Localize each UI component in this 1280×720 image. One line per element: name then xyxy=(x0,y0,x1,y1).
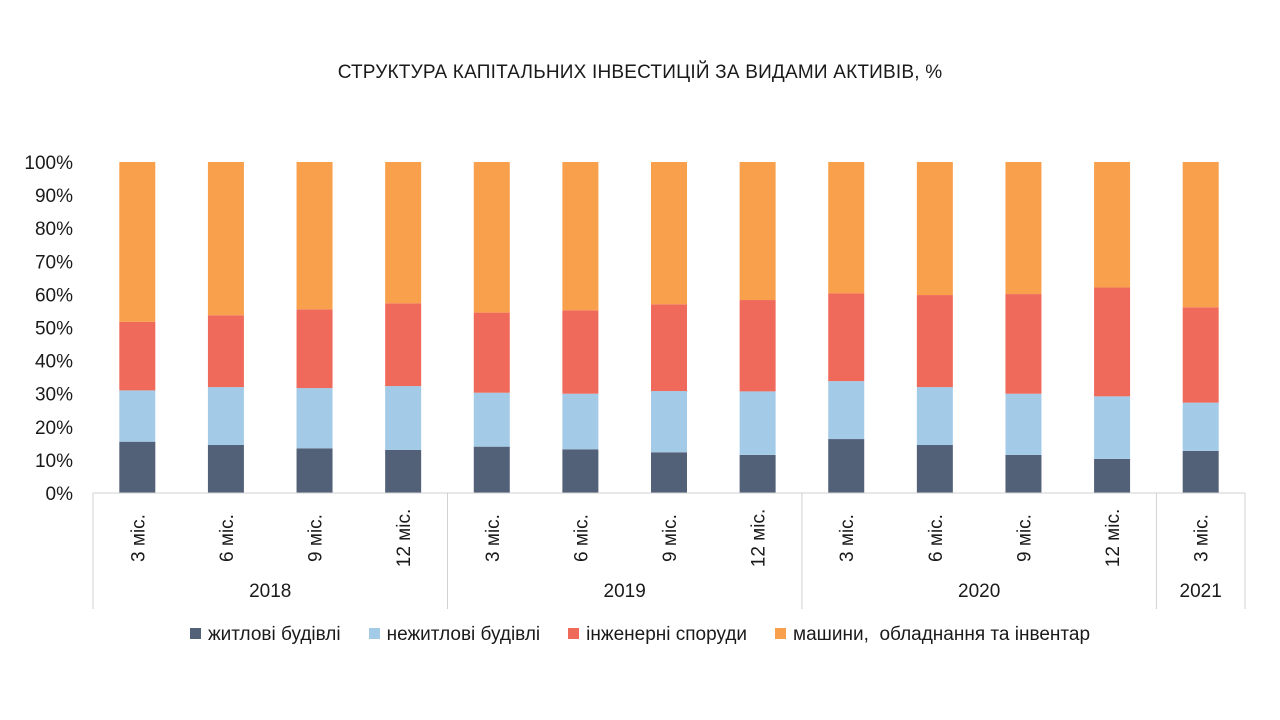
legend-label: нежитлові будівлі xyxy=(386,624,541,645)
x-category-label: 3 міс. xyxy=(837,514,858,562)
y-tick-label: 80% xyxy=(35,219,73,240)
bar-segment-s1-c6 xyxy=(651,391,687,453)
bar-segment-s2-c8 xyxy=(828,293,865,382)
y-tick-label: 0% xyxy=(46,484,74,505)
bar-segment-s3-c4 xyxy=(473,162,510,313)
legend-item: житлові будівлі xyxy=(189,624,341,646)
x-category-label: 9 міс. xyxy=(1014,514,1035,562)
bar-segment-s3-c8 xyxy=(828,162,865,294)
bar-segment-s0-c9 xyxy=(916,445,953,493)
bar-segment-s0-c11 xyxy=(1094,458,1131,493)
x-group-label: 2019 xyxy=(604,581,646,602)
bar-segment-s2-c4 xyxy=(473,312,510,393)
x-group-label: 2018 xyxy=(249,581,291,602)
y-tick-label: 30% xyxy=(35,385,73,406)
bar-segment-s2-c3 xyxy=(385,303,422,387)
y-tick-label: 10% xyxy=(35,451,73,472)
bar-segment-s3-c9 xyxy=(916,162,953,296)
bar-segment-s3-c10 xyxy=(1005,162,1042,295)
bar-segment-s3-c2 xyxy=(296,162,333,310)
bar-segment-s2-c1 xyxy=(207,315,244,388)
bar-segment-s0-c6 xyxy=(651,452,687,493)
x-category-label: 6 міс. xyxy=(571,514,592,562)
legend-swatch xyxy=(568,627,580,639)
bar-segment-s2-c7 xyxy=(739,300,776,392)
x-category-label: 12 міс. xyxy=(749,509,770,567)
bar-segment-s3-c0 xyxy=(119,162,156,322)
bar-segment-s1-c5 xyxy=(562,393,599,450)
x-category-label: 9 міс. xyxy=(660,514,681,562)
legend-swatch xyxy=(189,627,201,639)
bar-segment-s2-c6 xyxy=(651,304,687,392)
bar-segment-s3-c5 xyxy=(562,162,599,311)
legend-label: машини, обладнання та інвентар xyxy=(793,624,1091,645)
x-category-label: 3 міс. xyxy=(483,514,504,562)
legend-label: житлові будівлі xyxy=(207,624,341,645)
bar-segment-s0-c0 xyxy=(119,441,156,493)
bar-segment-s3-c12 xyxy=(1182,162,1219,308)
x-category-label: 6 міс. xyxy=(926,514,947,562)
bar-segment-s1-c11 xyxy=(1094,396,1131,459)
bar-segment-s1-c0 xyxy=(119,390,156,442)
x-category-label: 12 міс. xyxy=(394,509,415,567)
x-category-label: 9 міс. xyxy=(306,514,327,562)
bar-segment-s1-c1 xyxy=(207,387,244,446)
y-tick-label: 40% xyxy=(35,352,73,373)
legend-item: нежитлові будівлі xyxy=(368,624,541,646)
bar-segment-s3-c1 xyxy=(207,162,244,316)
y-tick-label: 90% xyxy=(35,186,73,207)
legend: житлові будівлі нежитлові будівлі інженерн… xyxy=(0,624,1280,646)
legend-label: інженерні споруди xyxy=(586,624,748,645)
y-tick-label: 70% xyxy=(35,252,73,273)
bar-segment-s2-c10 xyxy=(1005,294,1042,394)
bar-segment-s2-c5 xyxy=(562,310,599,394)
bar-segment-s0-c10 xyxy=(1005,454,1042,493)
bar-segment-s0-c1 xyxy=(207,445,244,493)
bar-segment-s1-c3 xyxy=(385,386,422,450)
x-group-label: 2021 xyxy=(1180,581,1222,602)
bar-segment-s0-c7 xyxy=(739,454,776,493)
x-category-label: 12 міс. xyxy=(1103,509,1124,567)
bar-segment-s0-c12 xyxy=(1182,450,1219,493)
x-category-label: 6 міс. xyxy=(217,514,238,562)
y-tick-label: 50% xyxy=(35,319,73,340)
chart-title: СТРУКТУРА КАПІТАЛЬНИХ ІНВЕСТИЦІЙ ЗА ВИДА… xyxy=(337,62,943,83)
axis-layer xyxy=(92,492,1246,609)
bars-layer xyxy=(119,162,1219,493)
bar-segment-s0-c5 xyxy=(562,449,599,493)
legend-item: інженерні споруди xyxy=(568,624,747,646)
bar-segment-s0-c8 xyxy=(828,439,865,493)
bar-segment-s3-c7 xyxy=(739,162,776,301)
bar-segment-s3-c3 xyxy=(385,162,422,304)
bar-segment-s2-c11 xyxy=(1094,287,1131,397)
bar-segment-s1-c12 xyxy=(1182,402,1219,451)
bar-segment-s1-c9 xyxy=(916,387,953,446)
bar-segment-s3-c6 xyxy=(651,162,687,305)
bar-segment-s1-c4 xyxy=(473,392,510,447)
bar-segment-s0-c2 xyxy=(296,448,333,493)
x-category-label: 3 міс. xyxy=(128,514,149,562)
bar-segment-s2-c9 xyxy=(916,295,953,388)
legend-swatch xyxy=(775,627,787,639)
y-tick-label: 60% xyxy=(35,285,73,306)
bar-segment-s1-c10 xyxy=(1005,393,1042,455)
labels-layer: 0% 10% 20% 30% 40% 50% 60% 70% 80% 90% 100% 3 міс. 6… xyxy=(24,153,1221,602)
y-tick-label: 100% xyxy=(24,153,73,174)
bar-segment-s1-c8 xyxy=(828,381,865,440)
bar-segment-s0-c3 xyxy=(385,449,422,493)
legend-swatch xyxy=(368,627,380,639)
bar-segment-s2-c12 xyxy=(1182,307,1219,403)
bar-segment-s0-c4 xyxy=(473,446,510,493)
y-tick-label: 20% xyxy=(35,418,73,439)
bar-segment-s1-c2 xyxy=(296,388,333,449)
bar-segment-s3-c11 xyxy=(1094,162,1131,288)
x-category-label: 3 міс. xyxy=(1192,514,1213,562)
bar-segment-s1-c7 xyxy=(739,391,776,455)
bar-segment-s2-c0 xyxy=(119,321,156,391)
bar-segment-s2-c2 xyxy=(296,309,333,389)
x-group-label: 2020 xyxy=(958,581,1000,602)
legend-item: машини, обладнання та інвентар xyxy=(775,624,1090,646)
